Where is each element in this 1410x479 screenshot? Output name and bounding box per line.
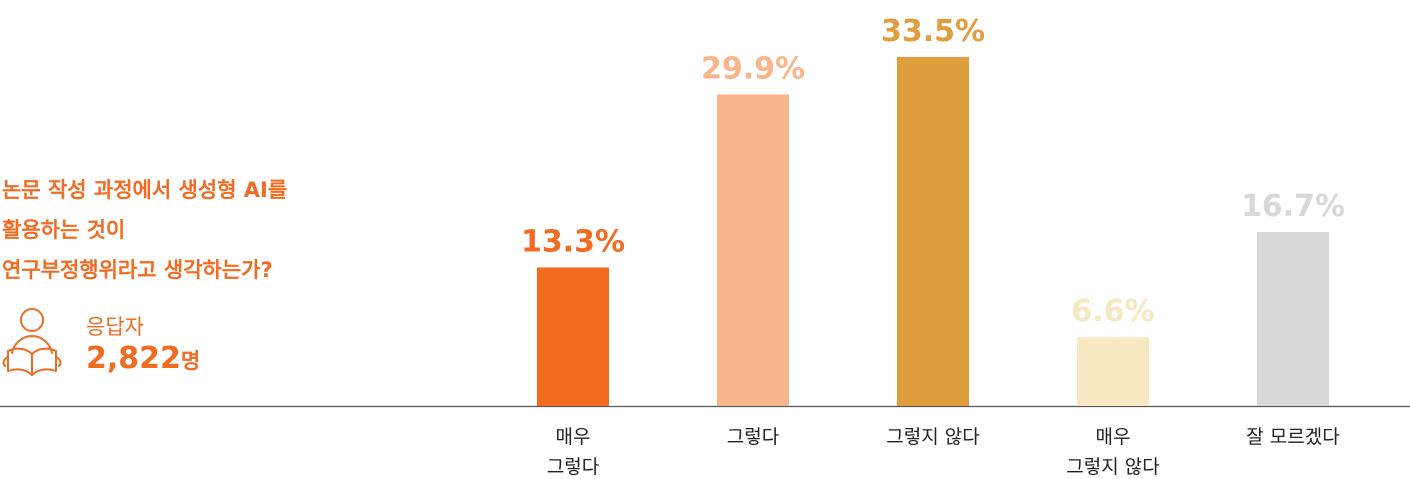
survey-question: 논문 작성 과정에서 생성형 AI를 활용하는 것이 연구부정행위라고 생각하는… [2, 170, 362, 290]
respondent-count: 2,822명 [86, 341, 200, 376]
bar [1257, 232, 1329, 406]
question-line-3: 연구부정행위라고 생각하는가? [2, 258, 273, 282]
bar [537, 267, 609, 406]
category-label: 그렇다 [547, 456, 599, 478]
bar [897, 57, 969, 406]
bar [717, 94, 789, 406]
respondent-label: 응답자 [86, 315, 144, 339]
bar-value-label: 6.6% [1071, 294, 1154, 329]
category-label: 매우 [1096, 426, 1131, 448]
bar-value-label: 29.9% [701, 52, 805, 87]
category-label: 그렇지 않다 [886, 426, 979, 448]
category-label: 매우 [556, 426, 591, 448]
category-label: 그렇지 않다 [1066, 456, 1159, 478]
respondent-unit: 명 [180, 349, 201, 373]
category-label: 잘 모르겠다 [1246, 426, 1339, 448]
bar-value-label: 33.5% [881, 14, 985, 49]
respondent-info: 응답자 2,822명 [2, 307, 262, 387]
question-line-1: 논문 작성 과정에서 생성형 AI를 [2, 178, 288, 202]
question-line-2: 활용하는 것이 [2, 218, 126, 242]
bar-value-label: 13.3% [521, 224, 625, 259]
bar [1077, 337, 1149, 406]
person-reading-icon [2, 308, 62, 376]
respondent-number: 2,822 [86, 341, 181, 376]
category-label: 그렇다 [727, 426, 779, 448]
bar-value-label: 16.7% [1241, 189, 1345, 224]
